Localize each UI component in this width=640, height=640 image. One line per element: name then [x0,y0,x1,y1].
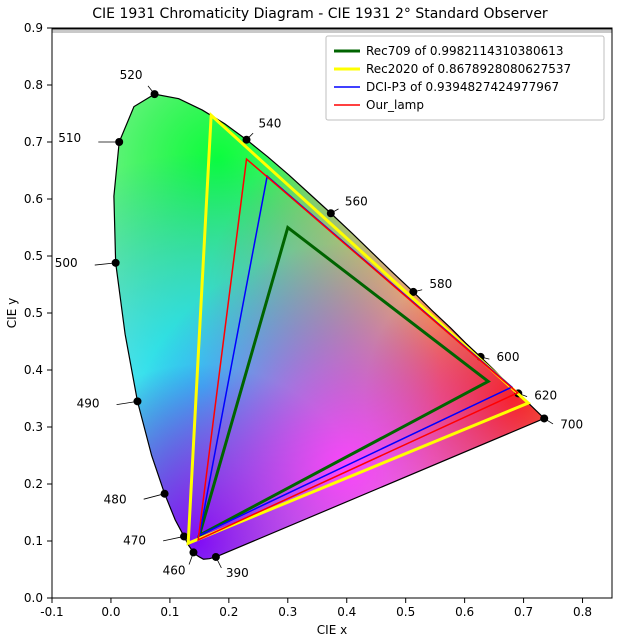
legend-label: Rec709 of 0.9982114310380613 [366,44,563,58]
legend-label: Our_lamp [366,98,424,112]
y-tick: 0.4 [24,363,43,377]
wavelength-label: 510 [58,131,81,145]
y-tick: 0.5 [24,306,43,320]
wavelength-label: 560 [345,194,368,208]
wavelength-label: 490 [77,396,100,410]
legend-label: Rec2020 of 0.8678928080627537 [366,62,571,76]
wavelength-label: 580 [429,277,452,291]
wavelength-label: 620 [534,388,557,402]
wavelength-label: 480 [104,493,127,507]
wavelength-label: 540 [259,117,282,131]
x-tick: 0.2 [219,605,238,619]
x-tick: 0.6 [455,605,474,619]
y-tick: 0.0 [24,591,43,605]
x-tick: 0.8 [573,605,592,619]
x-axis-label: CIE x [317,623,347,637]
x-tick: -0.1 [40,605,63,619]
y-tick: 0.5 [24,249,43,263]
y-axis-label: CIE y [5,298,19,328]
y-tick: 0.8 [24,78,43,92]
x-tick: 0.4 [337,605,356,619]
chromaticity-chart: CIE 1931 Chromaticity Diagram - CIE 1931… [0,0,640,640]
chart-title: CIE 1931 Chromaticity Diagram - CIE 1931… [92,6,548,22]
y-tick: 0.6 [24,192,43,206]
wavelength-label: 500 [55,256,78,270]
wavelength-label: 460 [163,563,186,577]
y-tick: 0.3 [24,420,43,434]
y-tick: 0.9 [24,21,43,35]
wavelength-label: 520 [120,68,143,82]
wavelength-label: 700 [560,417,583,431]
wavelength-label: 390 [226,566,249,580]
x-tick: 0.3 [278,605,297,619]
wavelength-label: 600 [497,350,520,364]
y-tick: 0.2 [24,477,43,491]
wavelength-label: 470 [123,533,146,547]
x-tick: 0.7 [514,605,533,619]
y-tick: 0.1 [24,534,43,548]
y-tick: 0.7 [24,135,43,149]
x-tick: 0.5 [396,605,415,619]
x-tick: 0.0 [101,605,120,619]
x-tick: 0.1 [160,605,179,619]
legend-label: DCI-P3 of 0.9394827424977967 [366,80,559,94]
